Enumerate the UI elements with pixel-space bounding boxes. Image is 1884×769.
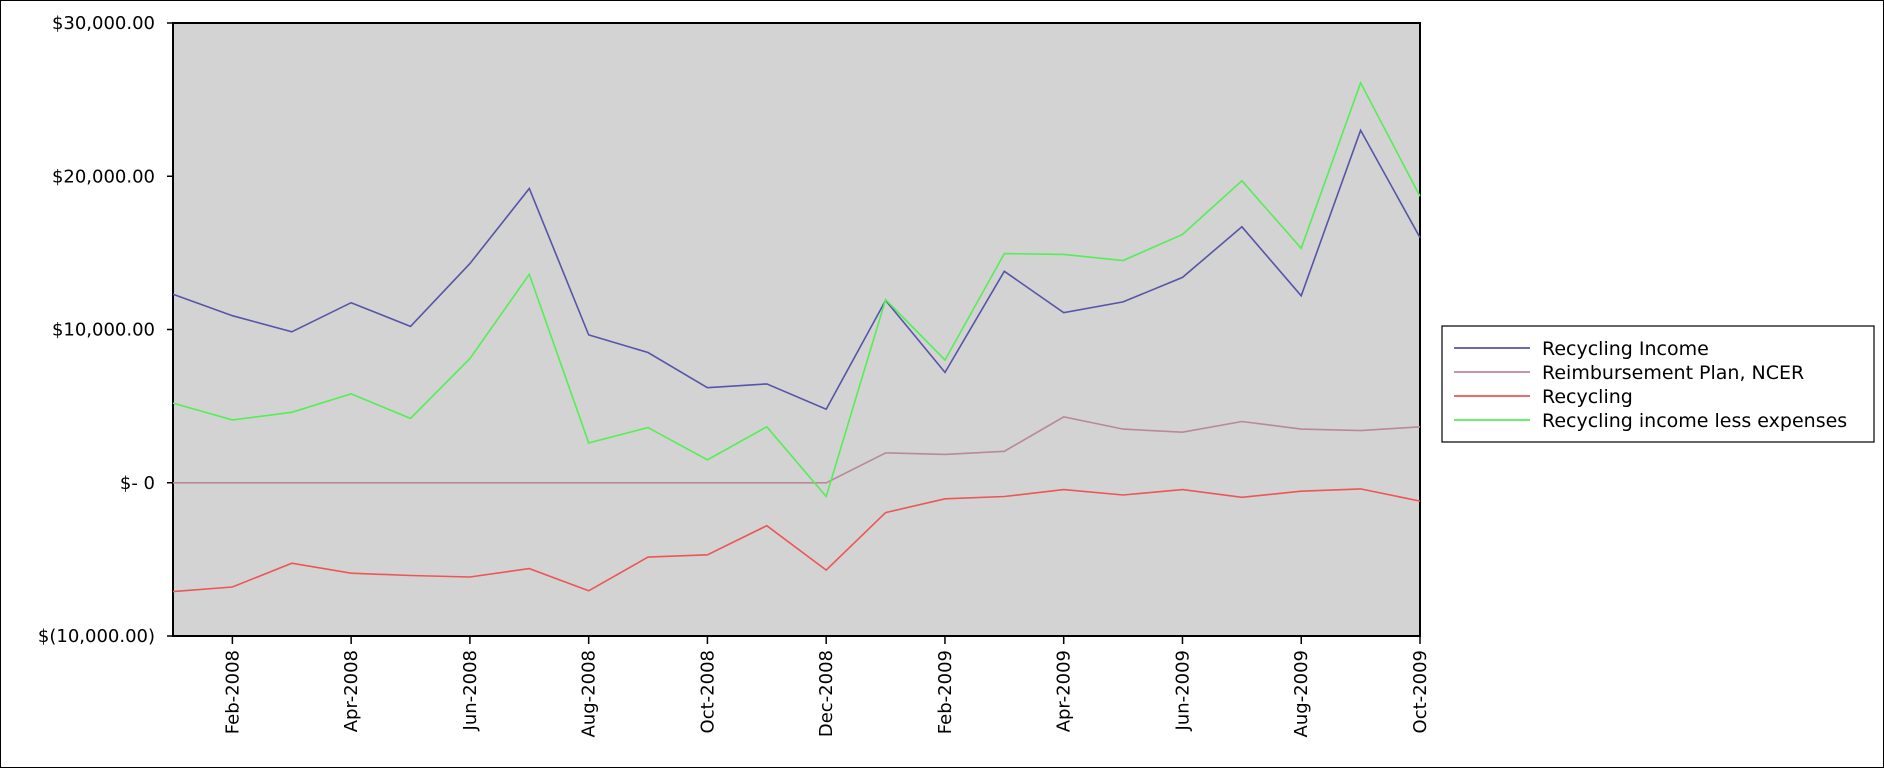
- series-line-1: [173, 416, 1421, 484]
- y-tick-label: $30,000.00: [52, 13, 155, 34]
- legend-label: Recycling income less expenses: [1542, 410, 1847, 432]
- x-tick-label: Apr-2008: [341, 650, 362, 732]
- x-tick-label: Feb-2008: [222, 650, 243, 734]
- series-line-2: [172, 488, 1421, 593]
- y-tick-label: $(10,000.00): [38, 626, 155, 647]
- plot-area: [172, 22, 1421, 637]
- x-tick-label: Dec-2008: [816, 650, 837, 737]
- legend-label: Recycling: [1542, 386, 1633, 408]
- legend-label: Reimbursement Plan, NCER: [1542, 362, 1804, 384]
- legend-label: Recycling Income: [1542, 338, 1709, 360]
- y-tick-label: $10,000.00: [52, 320, 155, 341]
- y-tick-label: $- 0: [120, 473, 155, 494]
- x-tick-label: Feb-2009: [935, 650, 956, 734]
- x-tick-label: Jun-2009: [1172, 650, 1193, 731]
- x-tick-label: Oct-2008: [697, 650, 718, 733]
- series-line-3: [172, 80, 1421, 499]
- x-tick-label: Jun-2008: [460, 650, 481, 731]
- x-tick-label: Oct-2009: [1410, 650, 1431, 733]
- series-line-0: [172, 128, 1421, 411]
- y-tick-label: $20,000.00: [52, 166, 155, 187]
- legend-box: [1441, 325, 1875, 443]
- x-tick-label: Aug-2009: [1291, 650, 1312, 737]
- x-tick-label: Apr-2009: [1054, 650, 1075, 732]
- x-tick-label: Aug-2008: [579, 650, 600, 737]
